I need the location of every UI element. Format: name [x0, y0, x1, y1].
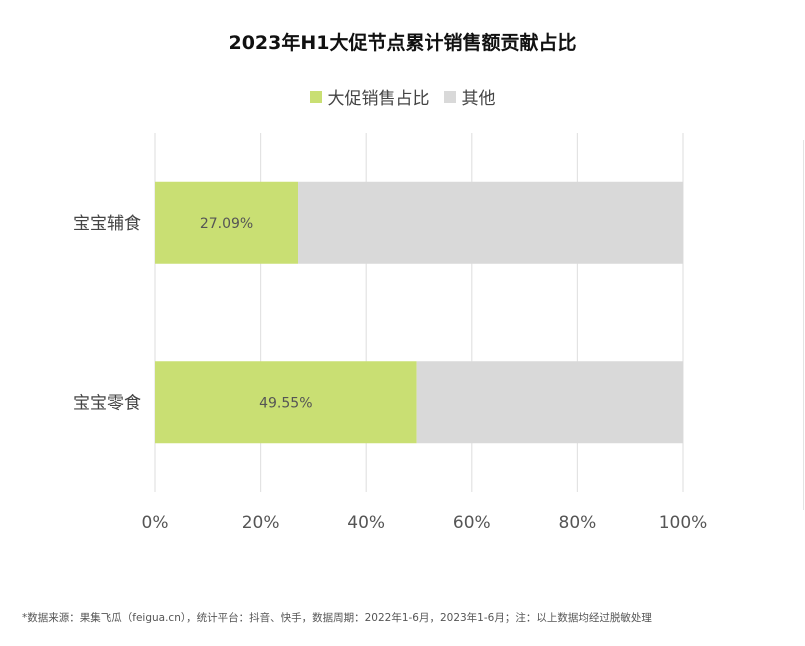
legend-label-other: 其他 — [461, 89, 496, 109]
legend-swatch-other — [443, 90, 456, 103]
x-tick-label: 20% — [242, 513, 280, 533]
footnote: *数据来源：果集飞瓜（feigua.cn），统计平台：抖音、快手，数据周期：20… — [22, 612, 652, 624]
x-tick-label: 0% — [142, 513, 169, 533]
bar-segment — [155, 181, 299, 264]
legend: 大促销售占比 其他 — [0, 84, 805, 109]
legend-item-other[interactable]: 其他 — [443, 84, 496, 109]
x-tick-label: 60% — [453, 513, 491, 533]
legend-label-promo: 大促销售占比 — [327, 89, 430, 109]
category-label: 宝宝零食 — [73, 393, 141, 413]
bar-segment — [155, 361, 417, 444]
chart-title: 2023年H1大促节点累计销售额贡献占比 — [228, 32, 577, 54]
data-label: 49.55% — [259, 395, 312, 411]
legend-item-promo[interactable]: 大促销售占比 — [309, 84, 430, 109]
x-tick-label: 100% — [659, 513, 708, 533]
bar-chart: 0% 20% 40% 60% 80% 100% 宝宝辅食 27.09% 宝宝零食 49.55% — [73, 133, 708, 533]
category-label: 宝宝辅食 — [73, 214, 141, 234]
bar-segment — [298, 181, 683, 264]
data-label: 27.09% — [200, 216, 253, 232]
bar-segment — [416, 361, 683, 444]
x-tick-label: 40% — [347, 513, 385, 533]
legend-swatch-promo — [309, 90, 322, 103]
right-edge-divider — [803, 140, 804, 510]
x-tick-label: 80% — [559, 513, 597, 533]
